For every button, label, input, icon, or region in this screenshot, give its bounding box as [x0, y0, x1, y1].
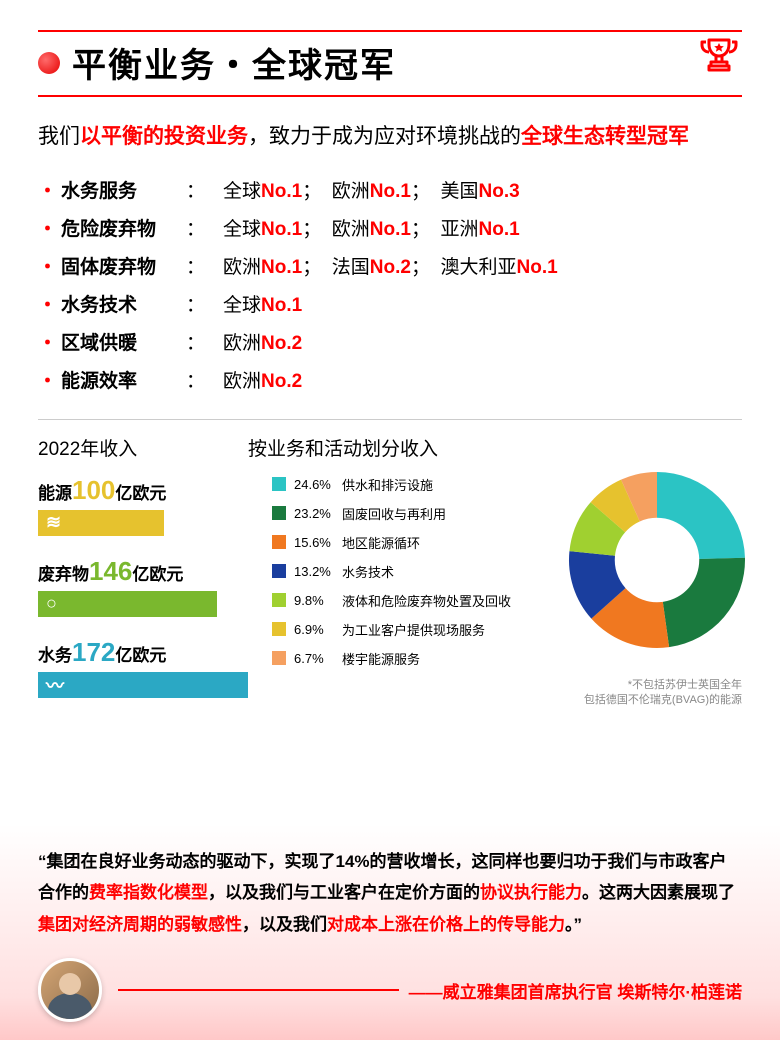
rank-colon: ： [186, 249, 205, 287]
legend-pct: 13.2% [294, 564, 342, 579]
quote-block: “集团在良好业务动态的驱动下，实现了14%的营收增长，这同样也要归功于我们与市政… [0, 824, 780, 1040]
rank-row: ・水务技术：全球No.1 [38, 287, 742, 325]
quote-text: “集团在良好业务动态的驱动下，实现了14%的营收增长，这同样也要归功于我们与市政… [38, 846, 742, 940]
revenue-bar-icon: 〰 [46, 672, 64, 698]
rank-colon: ： [186, 173, 205, 211]
legend-label: 液体和危险废弃物处置及回收 [342, 591, 511, 610]
rank-values: 全球No.1； 欧洲No.1； 美国No.3 [223, 173, 520, 211]
legend-pct: 24.6% [294, 477, 342, 492]
q-highlight: 集团对经济周期的弱敏感性 [38, 915, 242, 934]
legend-swatch [272, 564, 286, 578]
footnote-line: 包括德国不伦瑞克(BVAG)的能源 [272, 693, 742, 708]
revenue-label: 水务172亿欧元 [38, 637, 248, 668]
pie-legend-col: 24.6%供水和排污设施23.2%固废回收与再利用15.6%地区能源循环13.2… [272, 475, 742, 718]
revenue-bar: ○ [38, 591, 217, 617]
rank-values: 欧洲No.2 [223, 363, 302, 401]
trophy-icon [696, 34, 742, 80]
rank-row: ・水务服务：全球No.1； 欧洲No.1； 美国No.3 [38, 173, 742, 211]
legend-swatch [272, 651, 286, 665]
rank-row: ・能源效率：欧洲No.2 [38, 363, 742, 401]
legend-pct: 15.6% [294, 535, 342, 550]
legend-swatch [272, 535, 286, 549]
legend-swatch [272, 593, 286, 607]
attribution-rule [118, 989, 399, 991]
attribution-text: ——威立雅集团首席执行官 埃斯特尔·柏莲诺 [409, 978, 742, 1003]
donut-slice [657, 472, 745, 559]
legend-swatch [272, 622, 286, 636]
q-seg: ，以及我们与工业客户在定价方面的 [208, 883, 480, 902]
rank-label: 水务服务 [61, 173, 186, 211]
rank-values: 欧洲No.1； 法国No.2； 澳大利亚No.1 [223, 249, 558, 287]
divider [38, 419, 742, 420]
rank-values: 全球No.1； 欧洲No.1； 亚洲No.1 [223, 211, 520, 249]
intro-seg: ，致力于成为应对环境挑战的 [248, 125, 521, 148]
q-seg: 。” [565, 915, 582, 934]
legend-label: 为工业客户提供现场服务 [342, 620, 485, 639]
rank-values: 全球No.1 [223, 287, 302, 325]
q-highlight: 协议执行能力 [480, 883, 582, 902]
top-rule [38, 30, 742, 32]
legend-swatch [272, 477, 286, 491]
bullet-dot [38, 52, 60, 74]
intro-seg: 我们 [38, 125, 80, 148]
chart-footnote: *不包括苏伊士英国全年 包括德国不伦瑞克(BVAG)的能源 [272, 678, 742, 709]
breakdown-heading: 按业务和活动划分收入 [248, 434, 438, 461]
rank-label: 能源效率 [61, 363, 186, 401]
revenue-bar-icon: ≋ [46, 512, 61, 533]
rank-colon: ： [186, 287, 205, 325]
revenue-item: 能源100亿欧元 ≋ [38, 475, 248, 536]
intro-text: 我们以平衡的投资业务，致力于成为应对环境挑战的全球生态转型冠军 [38, 119, 742, 155]
rank-colon: ： [186, 211, 205, 249]
legend-pct: 6.9% [294, 622, 342, 637]
revenue-item: 水务172亿欧元〰 [38, 637, 248, 698]
q-seg: 。这两大因素展现了 [582, 883, 735, 902]
rank-label: 固体废弃物 [61, 249, 186, 287]
attribution-row: ——威立雅集团首席执行官 埃斯特尔·柏莲诺 [38, 958, 742, 1022]
revenue-item: 废弃物146亿欧元 ○ [38, 556, 248, 617]
revenue-heading: 2022年收入 [38, 434, 248, 461]
revenue-label: 废弃物146亿欧元 [38, 556, 248, 587]
charts-row: 能源100亿欧元 ≋ 废弃物146亿欧元 ○ 水务172亿欧元〰 24.6%供水和排污设… [38, 475, 742, 718]
rank-colon: ： [186, 363, 205, 401]
donut-slice [663, 557, 745, 646]
legend-swatch [272, 506, 286, 520]
legend-label: 供水和排污设施 [342, 475, 433, 494]
legend-pct: 6.7% [294, 651, 342, 666]
rank-row: ・区域供暖：欧洲No.2 [38, 325, 742, 363]
rank-row: ・危险废弃物：全球No.1； 欧洲No.1； 亚洲No.1 [38, 211, 742, 249]
donut-chart [562, 465, 752, 660]
legend-pct: 9.8% [294, 593, 342, 608]
footnote-line: *不包括苏伊士英国全年 [272, 678, 742, 693]
rank-row: ・固体废弃物：欧洲No.1； 法国No.2； 澳大利亚No.1 [38, 249, 742, 287]
title-underline [38, 95, 742, 97]
revenue-bars: 能源100亿欧元 ≋ 废弃物146亿欧元 ○ 水务172亿欧元〰 [38, 475, 248, 718]
page-title: 平衡业务・全球冠军 [72, 38, 396, 87]
revenue-bar-icon: ○ [46, 593, 57, 614]
q-seg: ，以及我们 [242, 915, 327, 934]
rank-colon: ： [186, 325, 205, 363]
legend-label: 地区能源循环 [342, 533, 420, 552]
legend-label: 固废回收与再利用 [342, 504, 446, 523]
legend-pct: 23.2% [294, 506, 342, 521]
intro-highlight: 以平衡的投资业务 [80, 125, 248, 148]
rank-label: 危险废弃物 [61, 211, 186, 249]
rank-label: 区域供暖 [61, 325, 186, 363]
legend-label: 水务技术 [342, 562, 394, 581]
q-highlight: 对成本上涨在价格上的传导能力 [327, 915, 565, 934]
rankings-list: ・水务服务：全球No.1； 欧洲No.1； 美国No.3・危险废弃物：全球No.… [38, 173, 742, 401]
revenue-bar: ≋ [38, 510, 164, 536]
revenue-bar: 〰 [38, 672, 248, 698]
rank-values: 欧洲No.2 [223, 325, 302, 363]
legend-label: 楼宇能源服务 [342, 649, 420, 668]
section-headings: 2022年收入 按业务和活动划分收入 [38, 434, 742, 461]
intro-highlight: 全球生态转型冠军 [521, 125, 689, 148]
rank-label: 水务技术 [61, 287, 186, 325]
title-row: 平衡业务・全球冠军 [38, 38, 742, 87]
q-highlight: 费率指数化模型 [89, 883, 208, 902]
ceo-avatar [38, 958, 102, 1022]
revenue-label: 能源100亿欧元 [38, 475, 248, 506]
